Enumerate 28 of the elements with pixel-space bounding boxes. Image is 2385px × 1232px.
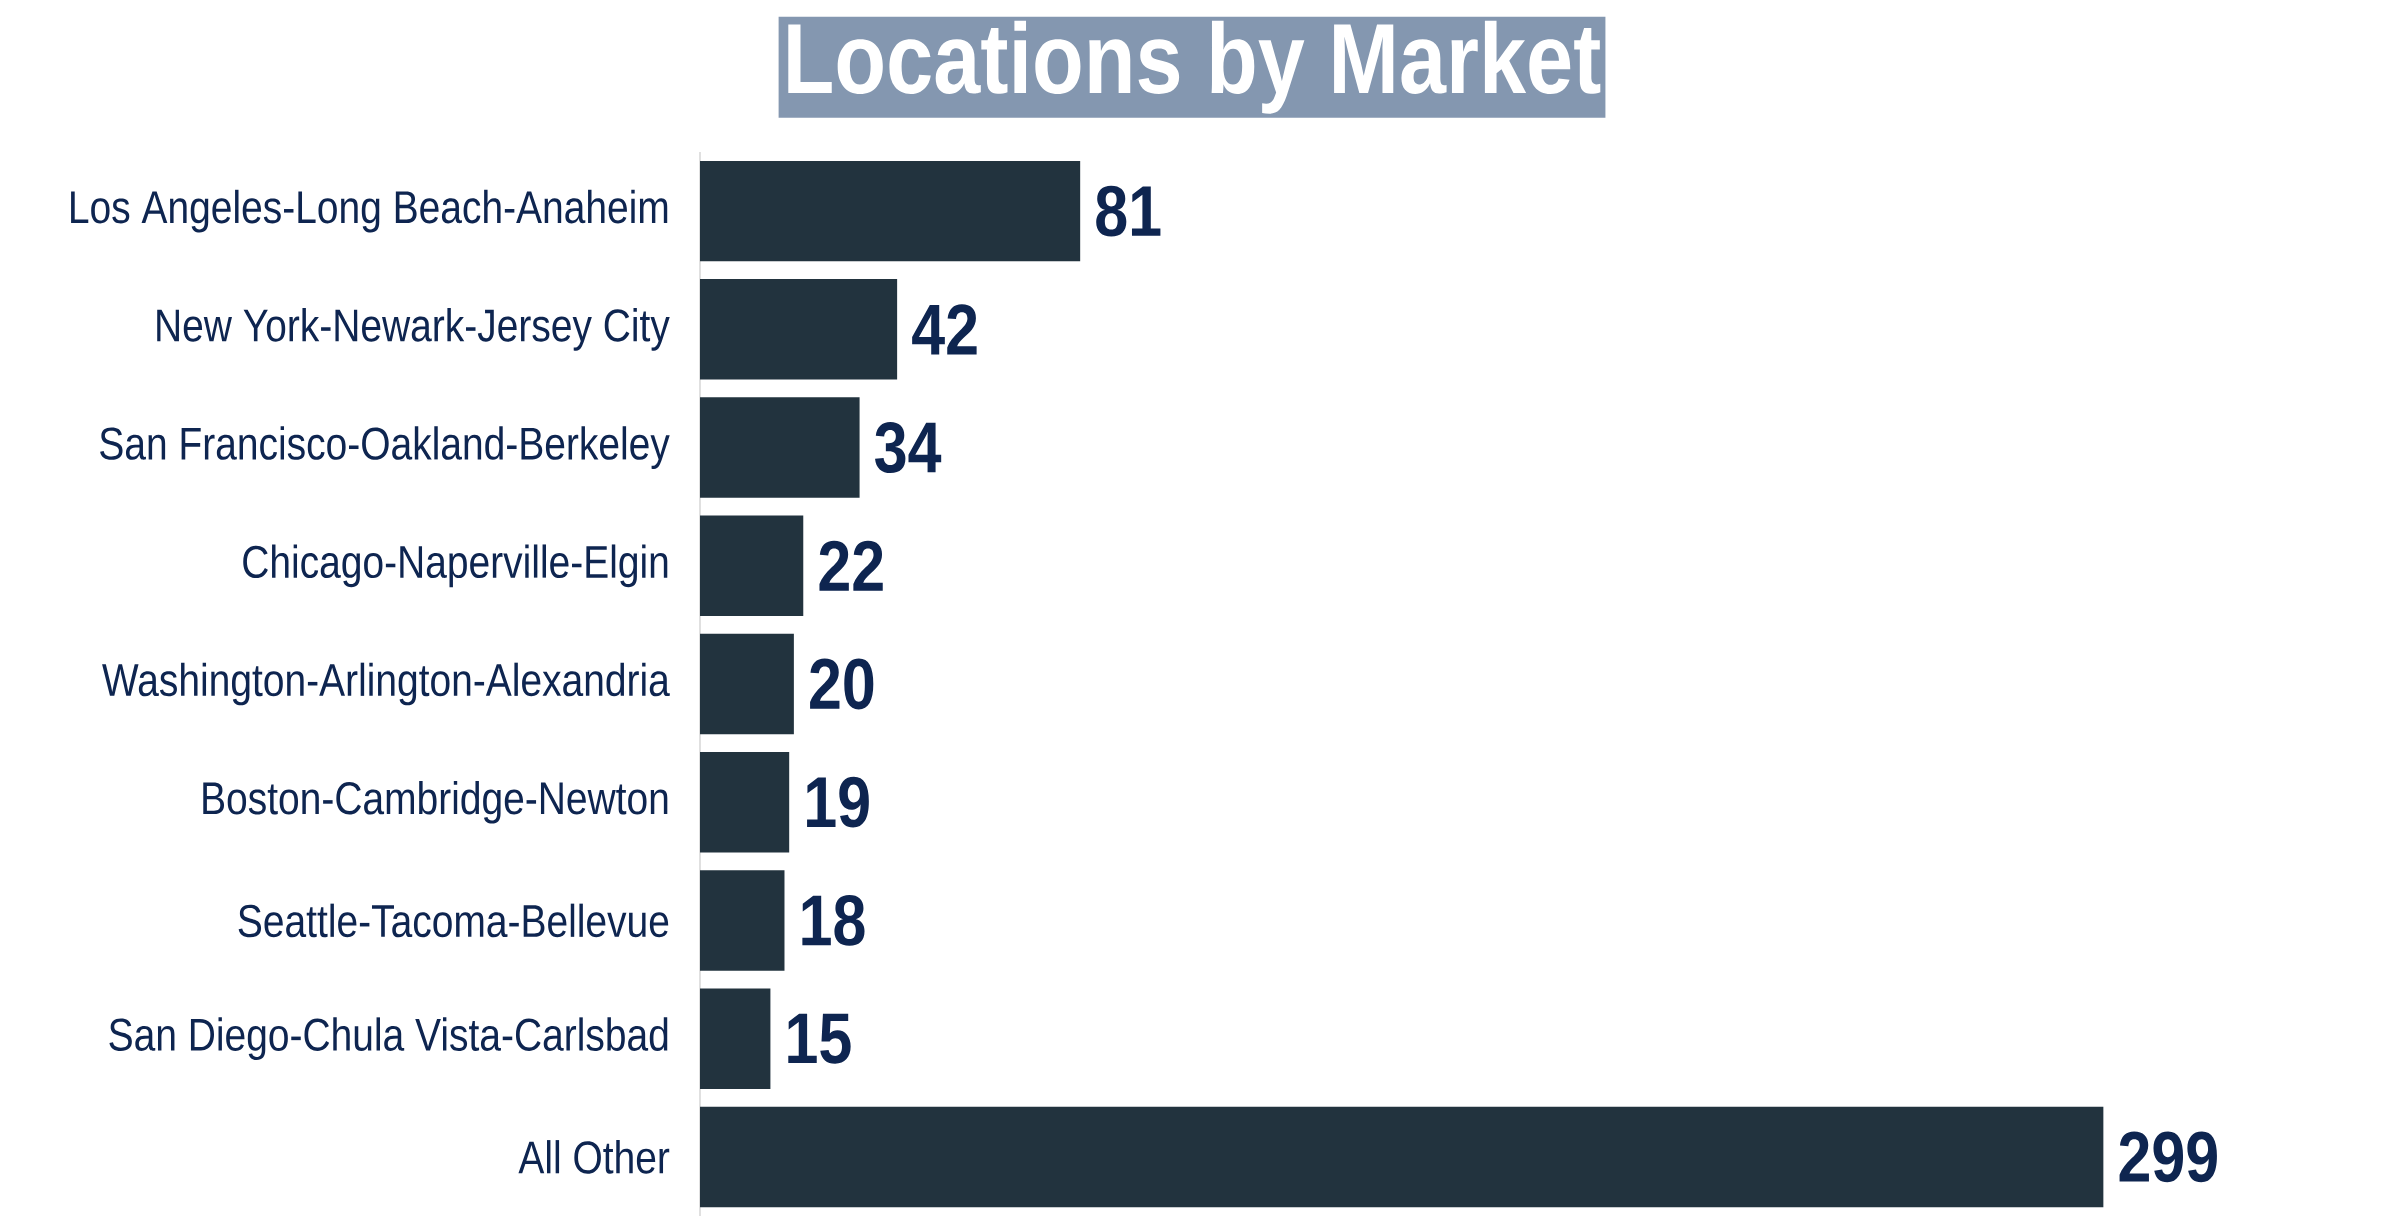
- bar: [700, 1106, 2104, 1208]
- y-tick-label: New York-Newark-Jersey City: [157, 308, 670, 351]
- y-tick-label: Seattle-Tacoma-Bellevue: [238, 903, 669, 938]
- bar: [700, 397, 860, 498]
- bar: [700, 633, 794, 735]
- bar: [700, 870, 785, 971]
- bar: [700, 751, 790, 853]
- data-label: 20: [810, 658, 874, 710]
- data-label: 81: [1096, 185, 1161, 237]
- data-label: 42: [912, 304, 977, 355]
- bar: [700, 515, 804, 617]
- bar: [700, 988, 771, 1089]
- data-label: 15: [788, 1013, 851, 1064]
- y-tick-label: Washington-Arlington-Alexandria: [102, 662, 670, 706]
- y-tick-label: Chicago-Naperville-Elgin: [243, 544, 668, 588]
- bar: [700, 279, 898, 380]
- chart-title: Locations by Market: [788, 20, 1601, 114]
- data-label: 22: [819, 540, 883, 591]
- bar: [700, 160, 1081, 262]
- data-label: 34: [875, 422, 942, 474]
- data-label: 299: [2119, 1131, 2217, 1183]
- y-tick-label: San Francisco-Oakland-Berkeley: [100, 426, 670, 469]
- y-tick-label: All Other: [518, 1140, 670, 1174]
- data-label: 18: [802, 895, 865, 946]
- y-tick-label: Boston-Cambridge-Newton: [203, 780, 668, 824]
- data-label: 19: [807, 776, 869, 828]
- y-tick-label: Los Angeles-Long Beach-Anaheim: [71, 189, 668, 233]
- y-tick-label: San Diego-Chula Vista-Carlsbad: [109, 1017, 668, 1061]
